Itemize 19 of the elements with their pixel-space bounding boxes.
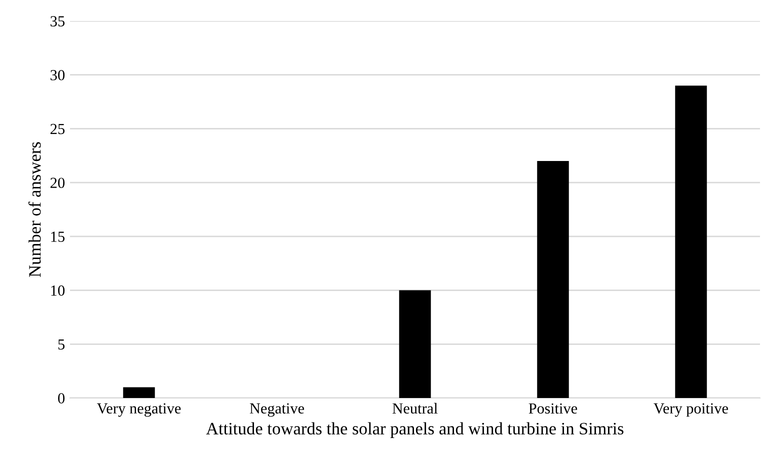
y-tick-label: 20 <box>50 178 65 188</box>
bar <box>399 290 431 398</box>
x-tick-label: Negative <box>250 403 304 417</box>
y-tick-label: 0 <box>58 393 65 404</box>
x-tick-label: Neutral <box>392 402 438 414</box>
y-tick-label: 5 <box>58 339 65 350</box>
y-tick-label: 15 <box>51 232 65 242</box>
bar <box>675 86 707 398</box>
y-tick-label: 25 <box>50 124 65 134</box>
bar <box>123 387 155 398</box>
y-tick-label: 35 <box>50 16 65 26</box>
y-tick-label: 30 <box>50 70 65 80</box>
x-tick-label: Very poitive <box>654 403 728 417</box>
y-axis-title: Number of answers <box>28 142 41 277</box>
x-tick-label: Very negative <box>96 403 181 417</box>
x-axis-title: Attitude towards the solar panels and wind turbine in Simris <box>206 422 624 438</box>
y-tick-label: 10 <box>51 285 65 296</box>
x-tick-label: Positive <box>528 403 578 414</box>
bar <box>537 161 569 398</box>
